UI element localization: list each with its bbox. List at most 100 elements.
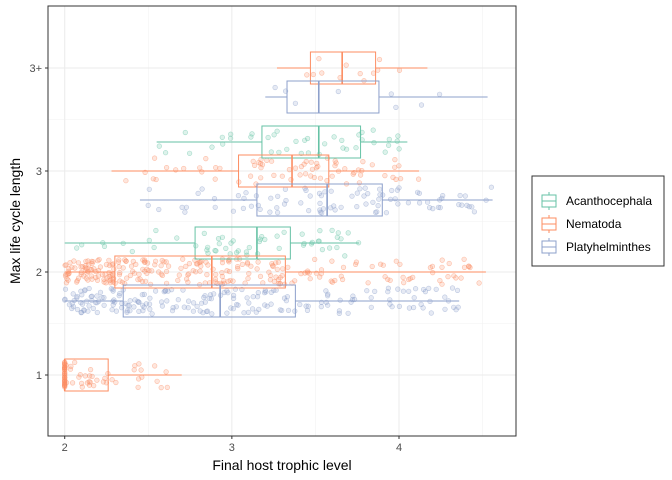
data-point <box>69 305 75 312</box>
data-point <box>91 383 97 389</box>
data-point <box>186 261 192 267</box>
data-point <box>304 307 311 314</box>
data-point <box>117 290 123 297</box>
data-point <box>459 202 465 208</box>
data-point <box>284 294 291 300</box>
data-point <box>148 281 154 287</box>
data-point <box>216 241 222 247</box>
data-point <box>187 150 193 156</box>
data-point <box>85 277 91 283</box>
data-point <box>173 167 179 173</box>
data-point <box>176 272 182 278</box>
data-point <box>394 187 401 193</box>
data-point <box>141 291 147 298</box>
data-point <box>235 264 241 270</box>
data-point <box>197 165 203 171</box>
data-point <box>94 293 100 299</box>
data-point <box>369 263 375 270</box>
data-point <box>297 301 303 308</box>
data-point <box>340 276 346 283</box>
data-point <box>83 262 89 269</box>
data-point <box>74 245 80 251</box>
data-point <box>284 146 290 152</box>
data-point <box>136 308 142 315</box>
data-point <box>281 229 287 235</box>
box-nematoda-3+ <box>276 51 428 85</box>
data-point <box>151 244 157 251</box>
data-point <box>136 271 142 278</box>
data-point <box>235 193 241 199</box>
data-point <box>292 100 299 106</box>
data-point <box>72 359 78 366</box>
data-point <box>357 186 363 192</box>
data-point <box>421 286 427 293</box>
data-point <box>89 258 95 264</box>
data-point <box>240 205 246 211</box>
data-point <box>164 298 170 304</box>
legend: Acanthocephala Nematoda Platyhelminthes <box>531 175 665 267</box>
data-point <box>125 302 131 309</box>
data-point <box>164 165 170 171</box>
data-point <box>398 176 404 182</box>
data-point <box>439 257 445 263</box>
data-point <box>329 173 335 179</box>
data-point <box>407 276 413 282</box>
data-point <box>123 178 129 184</box>
data-point <box>369 162 375 168</box>
data-point <box>276 245 282 251</box>
data-point <box>97 289 104 295</box>
data-point <box>122 257 128 263</box>
data-point <box>132 297 138 303</box>
data-point <box>410 274 416 281</box>
data-point <box>429 263 436 270</box>
data-point <box>274 205 280 211</box>
data-point <box>454 287 461 294</box>
data-point <box>127 308 133 314</box>
data-point <box>310 71 316 78</box>
data-point <box>235 248 241 254</box>
data-point <box>344 146 350 152</box>
box-platyhelminthes-2 <box>64 284 460 318</box>
data-point <box>88 294 94 300</box>
data-point <box>332 277 338 284</box>
data-point <box>358 172 364 178</box>
data-point <box>219 134 225 140</box>
data-point <box>469 204 475 210</box>
data-point <box>316 56 322 62</box>
data-point <box>175 277 181 284</box>
data-point <box>345 310 351 316</box>
data-point <box>334 234 340 240</box>
box-rect <box>194 226 291 260</box>
data-point <box>368 304 374 310</box>
data-point <box>388 196 394 202</box>
data-point <box>306 270 312 276</box>
data-point <box>275 210 281 216</box>
data-point <box>130 268 136 274</box>
data-point <box>445 274 451 280</box>
data-point <box>257 236 264 242</box>
data-point <box>292 278 298 284</box>
data-point <box>78 271 84 278</box>
data-point <box>67 260 73 266</box>
data-point <box>248 134 254 140</box>
box-rect <box>286 80 380 114</box>
data-point <box>113 308 119 314</box>
data-point <box>386 136 392 142</box>
data-point <box>253 193 259 199</box>
data-point <box>248 203 254 209</box>
legend-label: Nematoda <box>566 217 622 231</box>
data-point <box>396 67 403 73</box>
data-point <box>425 199 431 205</box>
data-point <box>116 257 122 263</box>
data-point <box>387 301 393 307</box>
data-point <box>170 305 176 311</box>
data-point <box>138 367 144 373</box>
data-point <box>128 263 135 269</box>
data-point <box>420 305 426 311</box>
data-point <box>394 138 400 144</box>
data-point <box>204 272 210 278</box>
data-point <box>127 298 133 304</box>
data-point <box>150 176 156 182</box>
data-point <box>319 247 326 253</box>
data-point <box>417 200 423 206</box>
